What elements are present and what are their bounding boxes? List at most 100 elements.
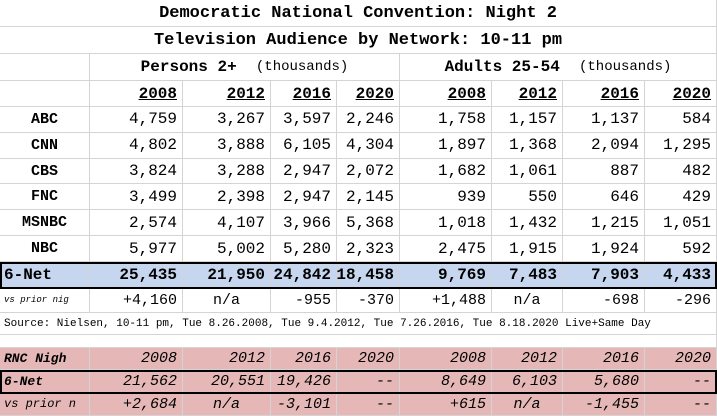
adults-units: (thousands) (579, 59, 672, 75)
persons-value: 3,288 (183, 158, 271, 185)
persons-value: 5,280 (271, 236, 337, 262)
total-adults-value: 7,483 (492, 262, 563, 288)
adults-group-header: Adults 25-54 (thousands) (400, 54, 717, 81)
table-title: Democratic National Convention: Night 2 (0, 0, 717, 27)
total-row: 6-Net 25,435 21,950 24,842 18,458 9,769 7,483 7… (0, 262, 717, 288)
persons-value: 2,145 (337, 184, 400, 211)
persons-value: 4,802 (90, 132, 183, 159)
year-header-adults: 2008 (400, 81, 492, 107)
prior-persons-value: -370 (337, 288, 400, 313)
rnc-year-adults: 2016 (563, 348, 645, 370)
adults-value: 1,295 (645, 132, 717, 159)
title-row: Democratic National Convention: Night 2 (0, 0, 717, 27)
table-row: NBC 5,977 5,002 5,280 2,323 2,475 1,915 1,924 59… (0, 236, 717, 262)
persons-value: 2,947 (271, 184, 337, 211)
persons-value: 2,947 (271, 158, 337, 185)
adults-value: 1,018 (400, 210, 492, 237)
rnc-total-adults-value: -- (645, 370, 717, 393)
rnc-prior-adults-value: -- (645, 393, 717, 416)
adults-value: 1,915 (492, 236, 563, 262)
rnc-prior-adults-value: -1,455 (563, 393, 645, 416)
persons-value: 3,888 (183, 132, 271, 159)
rnc-year-persons: 2016 (271, 348, 337, 370)
persons-value: 2,246 (337, 107, 400, 133)
network-name: CBS (0, 158, 90, 185)
network-name: MSNBC (0, 210, 90, 237)
persons-value: 4,304 (337, 132, 400, 159)
adults-value: 2,094 (563, 132, 645, 159)
persons-value: 3,499 (90, 184, 183, 211)
persons-label: Persons 2+ (140, 58, 237, 76)
adults-value: 1,215 (563, 210, 645, 237)
rnc-year-persons: 2012 (183, 348, 271, 370)
adults-label: Adults 25-54 (444, 58, 560, 76)
total-persons-value: 18,458 (337, 262, 400, 288)
persons-value: 3,824 (90, 158, 183, 185)
group-header-row: Persons 2+ (thousands) Adults 25-54 (tho… (0, 54, 717, 81)
adults-value: 1,897 (400, 132, 492, 159)
rnc-total-persons-value: 20,551 (183, 370, 271, 393)
rnc-year-adults: 2012 (492, 348, 563, 370)
adults-value: 429 (645, 184, 717, 211)
adults-value: 1,061 (492, 158, 563, 185)
total-adults-value: 4,433 (645, 262, 717, 288)
subtitle-row: Television Audience by Network: 10-11 pm (0, 27, 717, 54)
adults-value: 482 (645, 158, 717, 185)
rnc-year-adults: 2008 (400, 348, 492, 370)
persons-value: 2,323 (337, 236, 400, 262)
persons-group-header: Persons 2+ (thousands) (90, 54, 400, 81)
year-header-persons: 2008 (90, 81, 183, 107)
prior-adults-value: +1,488 (400, 288, 492, 313)
adults-value: 584 (645, 107, 717, 133)
adults-value: 550 (492, 184, 563, 211)
rnc-total-persons-value: 19,426 (271, 370, 337, 393)
adults-value: 1,432 (492, 210, 563, 237)
total-adults-value: 9,769 (400, 262, 492, 288)
adults-value: 887 (563, 158, 645, 185)
persons-value: 4,107 (183, 210, 271, 237)
persons-value: 5,002 (183, 236, 271, 262)
persons-value: 2,072 (337, 158, 400, 185)
persons-value: 2,398 (183, 184, 271, 211)
total-persons-value: 21,950 (183, 262, 271, 288)
adults-value: 592 (645, 236, 717, 262)
rnc-prior-label: vs prior n (0, 393, 90, 416)
adults-value: 1,758 (400, 107, 492, 133)
network-name: FNC (0, 184, 90, 211)
prior-persons-value: +4,160 (90, 288, 183, 313)
prior-persons-value: n/a (183, 288, 271, 313)
year-header-adults: 2012 (492, 81, 563, 107)
persons-value: 3,966 (271, 210, 337, 237)
adults-value: 1,157 (492, 107, 563, 133)
rnc-prior-persons-value: -- (337, 393, 400, 416)
persons-value: 3,597 (271, 107, 337, 133)
adults-value: 1,682 (400, 158, 492, 185)
persons-value: 3,267 (183, 107, 271, 133)
total-persons-value: 25,435 (90, 262, 183, 288)
source-row: Source: Nielsen, 10-11 pm, Tue 8.26.2008… (0, 313, 717, 335)
prior-adults-value: n/a (492, 288, 563, 313)
table-row: ABC 4,759 3,267 3,597 2,246 1,758 1,157 1,137 58… (0, 107, 717, 133)
rnc-header-row: RNC Nigh 2008 2012 2016 2020 2008 2012 2016 2020 (0, 348, 717, 370)
network-name: ABC (0, 107, 90, 133)
year-header-persons: 2016 (271, 81, 337, 107)
persons-value: 2,574 (90, 210, 183, 237)
year-header-persons: 2012 (183, 81, 271, 107)
persons-units: (thousands) (255, 59, 349, 75)
prior-adults-value: -698 (563, 288, 645, 313)
rnc-total-adults-value: 8,649 (400, 370, 492, 393)
year-header-adults: 2020 (645, 81, 717, 107)
adults-value: 1,051 (645, 210, 717, 237)
rnc-year-adults: 2020 (645, 348, 717, 370)
table-row: CNN 4,802 3,888 6,105 4,304 1,897 1,368 2,094 1,… (0, 132, 717, 159)
adults-value: 646 (563, 184, 645, 211)
rnc-total-adults-value: 5,680 (563, 370, 645, 393)
rnc-total-persons-value: -- (337, 370, 400, 393)
year-header-row: 2008 2012 2016 2020 2008 2012 2016 2020 (0, 81, 717, 107)
rnc-prior-persons-value: +2,684 (90, 393, 183, 416)
adults-value: 1,137 (563, 107, 645, 133)
rnc-header-label: RNC Nigh (0, 348, 90, 370)
prior-persons-value: -955 (271, 288, 337, 313)
persons-value: 4,759 (90, 107, 183, 133)
